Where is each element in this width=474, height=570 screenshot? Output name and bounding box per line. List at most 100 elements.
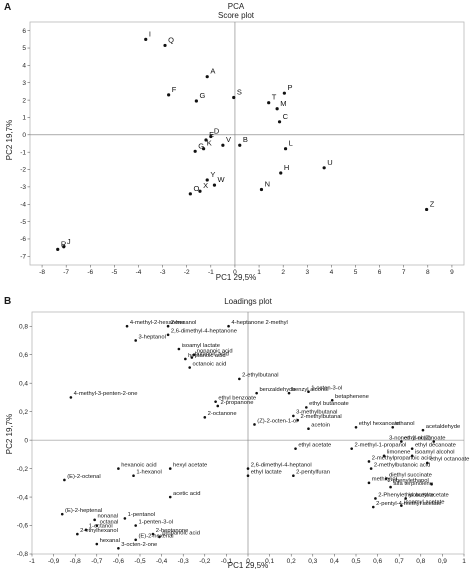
loadings-plot-point xyxy=(410,447,414,450)
score-plot-point xyxy=(205,75,209,79)
score-plot-ytick-label: -3 xyxy=(20,184,26,191)
score-plot-point-label: J xyxy=(67,237,71,246)
loadings-plot-point-label: alfa terpinolene xyxy=(393,481,433,487)
loadings-plot-point-label: nonanoic acid xyxy=(197,349,233,355)
loadings-plot-point-label: acetoin xyxy=(311,423,330,429)
score-plot-point xyxy=(194,99,198,103)
loadings-plot-point xyxy=(305,406,308,409)
score-plot-point xyxy=(163,43,167,48)
loadings-plot-point xyxy=(84,528,88,532)
loadings-plot-point-label: 3-heptanol xyxy=(138,334,165,340)
score-plot-point-label: N xyxy=(265,179,270,188)
loadings-plot-point-label: ethyl acetate xyxy=(298,442,331,448)
panel-letter-a: A xyxy=(4,2,12,13)
score-plot-xtick-label: 2 xyxy=(281,269,285,276)
loadings-plot-point-label: ethyl butanoate xyxy=(309,401,349,407)
loadings-plot-point xyxy=(421,428,425,432)
loadings-plot-point xyxy=(168,467,172,470)
loadings-plot-point xyxy=(69,396,73,399)
loadings-plot-point-label: 4-methyl-2-hexanone xyxy=(130,320,185,326)
loadings-plot-point-label: ethyl lactate xyxy=(251,470,282,476)
score-plot-ytick-label: 4 xyxy=(22,63,26,70)
loadings-plot-point xyxy=(294,447,297,450)
loadings-plot-point xyxy=(216,404,220,408)
loadings-plot-xtick-label: -0,8 xyxy=(70,558,82,565)
score-plot-ticks: -8 -7 -6 -5 -4 -3 -2 -1 0 1 2 3 4 5 6 7 8 9 6 5 4 3 2 1 0 -1 -2 -3 -… xyxy=(20,28,454,276)
score-plot-chart: PCA Score plot -8 -7 -6 -5 -4 -3 -2 -1 0 1 2 3 4 5 6 7 8… xyxy=(5,2,465,282)
loadings-plot-point xyxy=(384,477,388,480)
loadings-plot-point xyxy=(255,391,258,395)
score-plot-xtick-label: -8 xyxy=(39,269,45,276)
score-plot-point xyxy=(267,101,271,105)
score-plot-ytick-label: 0 xyxy=(22,132,26,139)
loadings-plot-point xyxy=(125,324,129,328)
score-plot-point xyxy=(232,95,236,100)
score-plot-point xyxy=(212,183,217,187)
panel-letter-b: B xyxy=(4,296,12,307)
loadings-plot-point xyxy=(95,542,99,546)
loadings-plot-title: Loadings plot xyxy=(224,297,272,306)
loadings-plot-point-label: 2-ethylbutanal xyxy=(242,373,278,379)
score-plot-point-label: V xyxy=(226,135,231,144)
score-plot-point xyxy=(205,178,209,182)
loadings-plot-point xyxy=(132,474,135,478)
score-plot-point-label: E xyxy=(209,130,214,139)
score-plot-xtick-label: -2 xyxy=(184,269,190,276)
score-plot-ytick-label: 1 xyxy=(22,115,26,122)
loadings-plot-point-label: limonene xyxy=(387,450,411,456)
loadings-plot-point xyxy=(214,400,217,403)
score-plot-point xyxy=(204,138,208,142)
loadings-plot-xtick-label: 1 xyxy=(462,558,466,565)
score-plot-point xyxy=(62,245,66,249)
loadings-plot-point-label: 2-methylbutanal xyxy=(300,414,341,420)
loadings-plot-ytick-label: 0,6 xyxy=(19,352,28,359)
score-plot-point-label: I xyxy=(149,29,151,38)
loadings-plot-point-label: benzyl alcohol xyxy=(292,387,329,393)
loadings-plot-xtick-label: 0,4 xyxy=(330,558,339,565)
loadings-plot-point xyxy=(253,423,256,426)
score-plot-point-label: Z xyxy=(430,199,435,208)
loadings-plot-point xyxy=(350,447,353,450)
loadings-plot-point-label: isoamyl alcohol xyxy=(415,450,455,456)
loadings-plot-xtick-label: -0,6 xyxy=(113,558,125,565)
loadings-plot-point-label: benzaldehyde xyxy=(259,387,295,393)
score-plot-point xyxy=(283,147,288,151)
score-plot-point xyxy=(275,107,279,111)
loadings-plot-xtick-label: 0,6 xyxy=(373,558,382,565)
loadings-plot-point xyxy=(166,333,170,337)
loadings-plot-point xyxy=(134,524,137,527)
loadings-plot-point xyxy=(227,324,230,328)
score-plot-point xyxy=(202,147,206,151)
loadings-plot-point xyxy=(117,467,120,470)
loadings-plot-point-label: betaphenene xyxy=(335,394,369,400)
score-plot-ytick-label: -7 xyxy=(20,254,26,261)
loadings-plot-point-label: octanal xyxy=(100,519,119,525)
loadings-plot-point xyxy=(374,497,377,500)
score-plot-xlabel: PC1 29,5% xyxy=(216,273,256,282)
loadings-plot-point-label: 1-hexanol xyxy=(136,470,161,476)
loadings-plot-point xyxy=(292,414,295,418)
loadings-plot-point xyxy=(238,377,241,381)
loadings-plot-point xyxy=(158,535,161,539)
score-plot-ytick-label: 5 xyxy=(22,45,26,52)
loadings-plot-ytick-label: -0,8 xyxy=(17,551,29,558)
score-plot-subtitle: Score plot xyxy=(218,11,255,20)
score-plot-xtick-label: -6 xyxy=(87,269,93,276)
loadings-plot-point-label: methionol xyxy=(372,477,397,483)
score-plot-ytick-label: 3 xyxy=(22,80,26,87)
score-plot-point xyxy=(221,143,225,147)
loadings-plot-xtick-label: -0,5 xyxy=(134,558,146,565)
score-plot-point-label: C xyxy=(283,112,289,121)
loadings-plot-xtick-label: 0,5 xyxy=(351,558,360,565)
loadings-plot-chart: Loadings plot -1 -0,9 -0,8 -0,7 -0,6 -0,5 -0,4… xyxy=(5,297,469,570)
loadings-plot-point xyxy=(400,504,403,507)
loadings-plot-point-label: 2-heptanone xyxy=(156,528,189,534)
loadings-plot-ylabel: PC2 19,7% xyxy=(5,414,14,454)
score-plot-point-label: F xyxy=(172,85,177,94)
loadings-plot-xtick-label: -0,3 xyxy=(178,558,190,565)
loadings-plot-point xyxy=(123,517,127,520)
score-plot-point xyxy=(238,143,242,147)
score-plot-xtick-label: -7 xyxy=(63,269,69,276)
loadings-plot-ytick-label: -0,2 xyxy=(17,466,29,473)
